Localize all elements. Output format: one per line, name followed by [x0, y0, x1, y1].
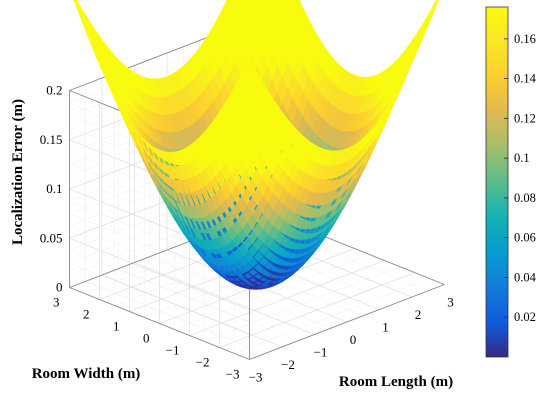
x-tick-label: −1 — [314, 345, 328, 360]
y-tick-label: −2 — [196, 355, 210, 370]
surface-patch — [286, 0, 292, 7]
y-tick-label: −3 — [226, 367, 240, 382]
wall-gridline-z — [69, 237, 250, 311]
wall-gridline-z — [69, 275, 250, 348]
axis-titles: Room Length (m) Room Width (m) Localizat… — [10, 99, 453, 390]
y-tick-label: −1 — [166, 343, 180, 358]
x-tick-label: −2 — [281, 357, 295, 372]
colorbar: 0.02 0.04 0.06 0.08 0.1 0.12 0.14 0.16 — [485, 6, 537, 358]
colorbar-tick-label: 0.14 — [514, 72, 537, 86]
x-tick-label: 0 — [350, 332, 357, 347]
colorbar-tick-label: 0.04 — [514, 270, 537, 284]
z-tick-label: 0.2 — [46, 83, 62, 98]
y-tick-label: 3 — [53, 295, 60, 310]
z-axis-title: Localization Error (m) — [10, 99, 26, 245]
wall-gridline-z — [69, 250, 250, 323]
floor-gridline-y — [219, 272, 415, 348]
colorbar-tick-label: 0.1 — [514, 151, 530, 165]
floor-gridline-y — [189, 260, 385, 336]
surface — [73, 0, 439, 290]
surface-patch — [234, 0, 240, 7]
colorbar-tick-label: 0.08 — [514, 191, 536, 205]
x-axis-title: Room Length (m) — [339, 374, 453, 390]
surface-patch — [274, 0, 283, 10]
wall-gridline-z — [69, 262, 250, 336]
x-tick-label: 1 — [382, 320, 389, 335]
colorbar-tick-label: 0.06 — [514, 231, 536, 245]
y-tick-label: 1 — [113, 319, 120, 334]
x-tick-label: 2 — [415, 307, 422, 322]
z-tick-label: 0.15 — [40, 132, 63, 147]
colorbar-tick-label: 0.12 — [514, 111, 536, 125]
z-tick-label: 0 — [56, 280, 63, 295]
x-tick-label: 3 — [447, 295, 454, 310]
wall-gridline-z — [69, 225, 250, 299]
tick-labels: −3 −2 −1 0 1 2 3 3 2 1 0 −1 −2 −3 0 0.05 0.1 0.15 0.2 — [40, 83, 454, 385]
y-axis-title: Room Width (m) — [32, 366, 141, 382]
x-tick-label: −3 — [249, 370, 263, 385]
z-tick-label: 0.1 — [46, 181, 62, 196]
colorbar-tick-label: 0.02 — [514, 310, 536, 324]
surface-patch — [433, 0, 439, 9]
axis-box-edge — [69, 287, 250, 360]
z-tick-label: 0.05 — [40, 230, 63, 245]
floor-gridline-y — [174, 254, 370, 330]
y-tick-label: 0 — [143, 331, 150, 346]
floor-gridline-y — [234, 278, 430, 354]
y-tick-label: 2 — [83, 307, 90, 322]
colorbar-tick-label: 0.16 — [514, 32, 536, 46]
floor-gridline-y — [204, 266, 400, 342]
colorbar-gradient — [485, 6, 509, 358]
axis-box-edge — [249, 284, 445, 360]
